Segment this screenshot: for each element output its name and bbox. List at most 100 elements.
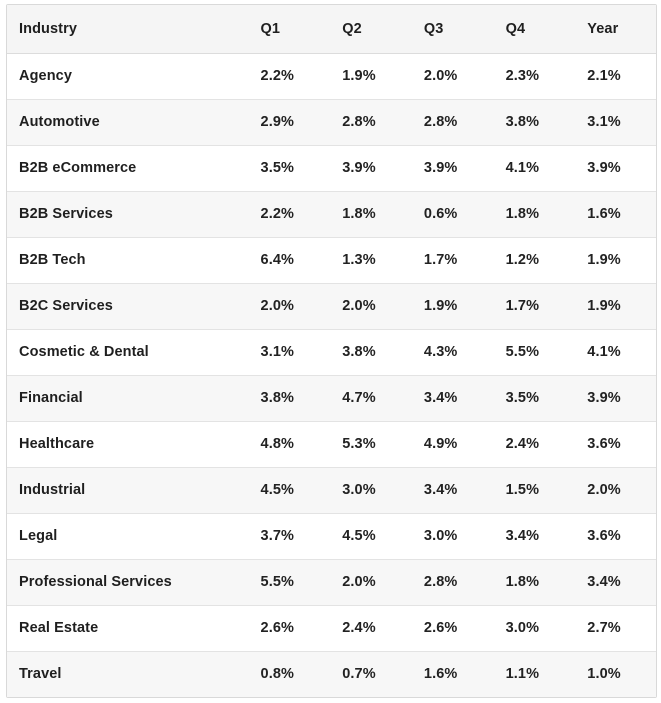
cell-q2: 2.0% [342,298,376,314]
cell-q4: 3.4% [505,528,540,544]
cell-q1: 2.6% [260,620,294,636]
cell-year: 4.1% [587,344,621,360]
header-q2: Q2 [329,5,411,54]
cell-q1: 6.4% [260,252,294,268]
table-header-row: Industry Q1 Q2 Q3 Q4 Year [7,5,656,54]
header-year: Year [574,5,656,54]
cell-q3: 2.8% [423,114,458,130]
table-row: Agency 2.2% 1.9% 2.0% 2.3% 2.1% [7,53,656,99]
cell-year: 3.9% [587,390,621,406]
cell-q3: 2.0% [423,68,458,84]
cell-q4: 1.7% [505,298,540,314]
table-row: Legal 3.7% 4.5% 3.0% 3.4% 3.6% [7,513,656,559]
header-q1: Q1 [247,5,330,54]
cell-q2: 5.3% [342,436,376,452]
cell-q3: 4.3% [423,344,458,360]
cell-q3: 2.6% [423,620,458,636]
cell-q4: 2.3% [505,68,540,84]
cell-q3: 1.7% [423,252,458,268]
cell-industry: B2B Services [19,206,113,222]
cell-year: 2.1% [587,68,621,84]
cell-q1: 5.5% [260,574,294,590]
cell-q3: 2.8% [423,574,458,590]
cell-industry: Automotive [19,114,100,130]
cell-year: 2.7% [587,620,621,636]
cell-year: 3.6% [587,528,621,544]
cell-industry: Legal [19,528,58,544]
cell-q1: 2.9% [260,114,294,130]
cell-q1: 3.1% [260,344,294,360]
cell-q4: 5.5% [505,344,540,360]
cell-industry: Cosmetic & Dental [19,344,149,360]
cell-q2: 2.4% [342,620,376,636]
cell-q3: 3.4% [423,482,458,498]
cell-year: 1.9% [587,298,621,314]
cell-q2: 2.8% [342,114,376,130]
cell-q3: 3.9% [423,160,458,176]
header-q4: Q4 [492,5,575,54]
industry-quarterly-table: Industry Q1 Q2 Q3 Q4 Year Agency 2.2% 1.… [7,5,656,697]
header-q3: Q3 [410,5,493,54]
cell-q4: 1.1% [505,666,540,683]
cell-year: 1.6% [587,206,621,222]
cell-q3: 1.6% [423,666,458,683]
cell-q3: 0.6% [423,206,458,222]
cell-q4: 3.8% [505,114,540,130]
cell-q1: 3.5% [260,160,294,176]
cell-industry: Professional Services [19,574,172,590]
cell-q4: 1.2% [505,252,540,268]
cell-q2: 3.9% [342,160,376,176]
table-row: Healthcare 4.8% 5.3% 4.9% 2.4% 3.6% [7,421,656,467]
cell-q2: 1.9% [342,68,376,84]
cell-q1: 2.0% [260,298,294,314]
cell-q4: 1.8% [505,206,540,222]
table-row: Financial 3.8% 4.7% 3.4% 3.5% 3.9% [7,375,656,421]
cell-q4: 4.1% [505,160,540,176]
cell-year: 2.0% [587,482,621,498]
cell-q2: 4.5% [342,528,376,544]
table-row: Real Estate 2.6% 2.4% 2.6% 3.0% 2.7% [7,605,656,651]
cell-q4: 1.5% [505,482,540,498]
cell-industry: B2C Services [19,298,113,314]
cell-q4: 1.8% [505,574,540,590]
cell-q1: 3.7% [260,528,294,544]
cell-q2: 3.8% [342,344,376,360]
cell-q3: 4.9% [423,436,458,452]
cell-q1: 3.8% [260,390,294,406]
table-row: B2C Services 2.0% 2.0% 1.9% 1.7% 1.9% [7,283,656,329]
industry-table-container: Industry Q1 Q2 Q3 Q4 Year Agency 2.2% 1.… [6,4,657,698]
cell-q2: 0.7% [342,666,376,683]
cell-q4: 2.4% [505,436,540,452]
header-industry: Industry [7,5,248,54]
cell-year: 3.9% [587,160,621,176]
table-row: Professional Services 5.5% 2.0% 2.8% 1.8… [7,559,656,605]
table-row: B2B Services 2.2% 1.8% 0.6% 1.8% 1.6% [7,191,656,237]
cell-year: 3.1% [587,114,621,130]
cell-q4: 3.0% [505,620,540,636]
cell-year: 3.4% [587,574,621,590]
cell-industry: Healthcare [19,436,95,452]
cell-q1: 4.8% [260,436,294,452]
cell-industry: Industrial [19,482,86,498]
cell-q1: 2.2% [260,68,294,84]
cell-q2: 3.0% [342,482,376,498]
cell-industry: Travel [19,666,62,683]
cell-year: 1.9% [587,252,621,268]
cell-industry: Agency [19,68,72,84]
cell-q1: 2.2% [260,206,294,222]
cell-year: 1.0% [587,666,621,683]
cell-q2: 1.8% [342,206,376,222]
cell-year: 3.6% [587,436,621,452]
cell-q3: 1.9% [423,298,458,314]
cell-q2: 2.0% [342,574,376,590]
table-row: B2B eCommerce 3.5% 3.9% 3.9% 4.1% 3.9% [7,145,656,191]
table-row: Cosmetic & Dental 3.1% 3.8% 4.3% 5.5% 4.… [7,329,656,375]
cell-q1: 4.5% [260,482,294,498]
table-row: Automotive 2.9% 2.8% 2.8% 3.8% 3.1% [7,99,656,145]
cell-q2: 4.7% [342,390,376,406]
cell-industry: Real Estate [19,620,99,636]
table-row: Industrial 4.5% 3.0% 3.4% 1.5% 2.0% [7,467,656,513]
cell-industry: Financial [19,390,83,406]
table-row: Travel 0.8% 0.7% 1.6% 1.1% 1.0% [7,651,656,697]
cell-q3: 3.0% [423,528,458,544]
